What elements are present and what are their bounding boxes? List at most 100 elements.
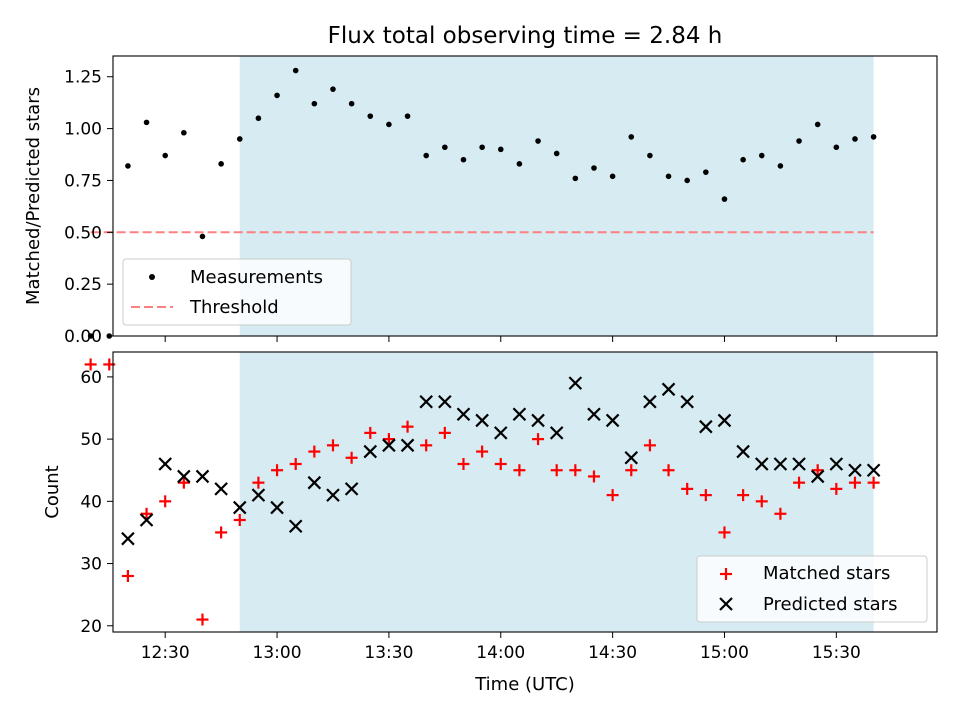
- matched-star-point: [196, 613, 209, 626]
- predicted-star-point: [549, 426, 564, 440]
- predicted-star-point: [158, 457, 172, 471]
- measurement-point: [684, 177, 690, 184]
- legend-matched-marker: [720, 568, 732, 580]
- x-tick-label: 13:30: [364, 643, 413, 663]
- top-y-tick-label: 0.25: [64, 275, 102, 295]
- predicted-star-point: [493, 426, 508, 440]
- predicted-star-point: [121, 531, 135, 546]
- predicted-star-point: [531, 413, 545, 428]
- matched-star-point: [848, 476, 861, 489]
- matched-star-point: [84, 358, 97, 371]
- bottom-data-marks: [84, 358, 881, 626]
- legend-measurements-label: Measurements: [190, 267, 323, 288]
- measurement-point: [609, 173, 616, 180]
- bottom-y-tick-label: 60: [80, 368, 102, 388]
- measurement-point: [460, 156, 467, 163]
- matched-star-point: [308, 445, 321, 458]
- matched-star-point: [755, 495, 768, 508]
- x-tick-label: 12:30: [141, 643, 190, 663]
- top-legend-box: [122, 258, 352, 326]
- measurement-point: [516, 161, 523, 167]
- predicted-star-point: [400, 438, 415, 453]
- bottom-y-tick-label: 30: [80, 555, 102, 575]
- predicted-star-point: [643, 394, 657, 409]
- matched-star-point: [550, 464, 563, 477]
- measurement-point: [796, 138, 802, 144]
- predicted-star-point: [810, 469, 825, 484]
- matched-star-point: [811, 464, 824, 477]
- measurement-point: [758, 152, 765, 159]
- top-y-tick-label: 0.50: [64, 223, 102, 243]
- measurement-point: [628, 134, 635, 140]
- bottom-y-tick-label: 50: [80, 430, 102, 450]
- matched-star-point: [569, 464, 582, 477]
- measurement-point: [814, 121, 821, 128]
- measurement-point: [162, 152, 168, 159]
- matched-star-point: [177, 476, 190, 489]
- measurement-point: [311, 100, 318, 107]
- predicted-star-point: [587, 407, 601, 422]
- measurement-point: [423, 152, 429, 159]
- x-tick-label: 14:00: [476, 643, 525, 663]
- matched-star-point: [121, 570, 134, 582]
- measurement-point: [199, 233, 206, 240]
- measurement-point: [125, 163, 131, 169]
- matched-star-point: [606, 489, 619, 502]
- predicted-star-point: [475, 413, 489, 428]
- measurement-point: [255, 115, 262, 122]
- predicted-star-point: [307, 475, 322, 490]
- matched-star-point: [159, 495, 172, 508]
- predicted-star-point: [232, 500, 247, 515]
- matched-star-point: [662, 464, 675, 477]
- predicted-star-point: [773, 457, 788, 471]
- measurement-point: [274, 92, 280, 99]
- x-tick-label: 14:30: [588, 643, 637, 663]
- measurement-point: [852, 136, 858, 142]
- measurement-point: [87, 333, 94, 339]
- predicted-star-point: [848, 463, 862, 478]
- top-y-axis: 0.00 0.25 0.50 0.75 1.00 1.25: [64, 68, 113, 347]
- measurement-point: [721, 196, 728, 202]
- x-tick-label: 15:00: [700, 643, 749, 663]
- predicted-star-point: [699, 419, 713, 434]
- matched-star-point: [625, 464, 638, 477]
- measurement-point: [143, 119, 150, 126]
- bottom-y-tick-label: 40: [80, 492, 102, 512]
- top-y-axis-label: Matched/Predicted stars: [23, 87, 44, 305]
- x-axis-label: Time (UTC): [474, 674, 575, 695]
- predicted-star-point: [456, 407, 471, 422]
- bottom-x-axis: 12:30 13:00 13:30 14:00 14:30 15:00 15:30: [141, 632, 861, 663]
- x-tick-label: 13:00: [253, 643, 302, 663]
- matched-star-point: [289, 458, 302, 470]
- predicted-star-point: [326, 488, 340, 502]
- bottom-y-axis-label: Count: [42, 465, 63, 518]
- matched-star-point: [476, 445, 489, 458]
- predicted-star-point: [438, 394, 452, 409]
- measurement-point: [367, 113, 374, 119]
- top-y-tick-label: 0.00: [64, 327, 102, 347]
- predicted-star-point: [512, 407, 527, 422]
- bottom-y-tick-label: 20: [80, 617, 102, 637]
- matched-star-point: [252, 476, 265, 489]
- measurement-point: [665, 173, 672, 180]
- matched-star-point: [867, 476, 880, 489]
- predicted-star-point: [624, 450, 639, 465]
- matched-star-point: [401, 420, 414, 433]
- measurement-point: [591, 165, 597, 171]
- measurement-point: [218, 161, 224, 167]
- measurement-point: [292, 67, 299, 74]
- top-panel: 0.00 0.25 0.50 0.75 1.00 1.25 Flux total obse…: [23, 23, 938, 347]
- matched-star-point: [364, 426, 377, 439]
- matched-star-point: [681, 482, 694, 495]
- predicted-star-point: [177, 469, 191, 484]
- measurement-point: [870, 134, 877, 140]
- matched-star-point: [215, 526, 228, 539]
- measurement-point: [740, 156, 746, 163]
- predicted-star-point: [568, 376, 583, 390]
- measurement-point: [572, 175, 579, 182]
- matched-star-point: [830, 482, 843, 495]
- predicted-star-point: [139, 513, 154, 527]
- predicted-star-point: [717, 413, 732, 428]
- measurement-point: [777, 163, 784, 169]
